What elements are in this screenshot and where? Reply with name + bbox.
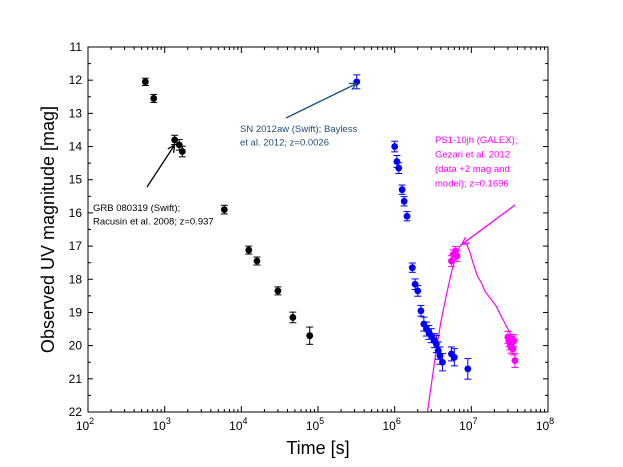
y-tick-label: 12 [69, 73, 83, 87]
data-point [414, 287, 422, 295]
annotation-text: PS1-10jh (GALEX); [435, 135, 517, 146]
series-layer [141, 74, 519, 412]
data-point [150, 95, 158, 102]
y-tick-label: 13 [69, 106, 83, 120]
series-ps1-10jh [447, 245, 519, 369]
arrow-head [167, 143, 176, 153]
data-point [253, 257, 261, 265]
annotation-arrow [285, 82, 358, 119]
data-point [245, 246, 253, 254]
y-tick-label: 19 [69, 305, 83, 319]
y-tick-label: 20 [69, 339, 83, 353]
data-point [400, 197, 408, 205]
x-tick-label: 105 [306, 416, 324, 433]
y-axis-label: Observed UV magnitude [mag] [38, 106, 58, 353]
data-point [511, 357, 519, 364]
annotations: GRB 080319 (Swift); Racusin et al. 2008; … [93, 82, 517, 246]
plot-frame [87, 46, 549, 413]
annotation-text: SN 2012aw (Swift); Bayless [240, 124, 357, 135]
x-tick-label: 103 [152, 416, 170, 433]
y-tick-label: 21 [69, 372, 83, 386]
annotation-text: Gezari et al. 2012 [435, 150, 510, 161]
annotation-arrow [461, 204, 516, 245]
x-tick-label: 108 [536, 416, 554, 433]
x-tick-label: 102 [76, 416, 94, 433]
data-point [274, 287, 282, 295]
y-tick-labels: 11 12 13 14 15 16 17 18 19 20 21 22 [69, 40, 83, 419]
data-point [178, 148, 186, 155]
arrow-head [348, 82, 359, 91]
annotation: PS1-10jh (GALEX); Gezari et al. 2012 (data… [435, 135, 517, 246]
y-tick-label: 14 [69, 140, 83, 154]
data-point [393, 158, 401, 165]
y-tick-label: 22 [69, 405, 83, 419]
annotation-text: Racusin et al. 2008; z=0.937 [93, 217, 214, 228]
annotation-arrow [146, 144, 176, 188]
data-point [450, 353, 458, 361]
model-curve [426, 242, 515, 412]
data-point [403, 212, 411, 220]
annotation-text: model); z=0.1696 [435, 179, 509, 190]
arrow-head [460, 237, 470, 246]
y-tick-label: 16 [69, 206, 83, 220]
data-point [509, 345, 517, 353]
annotation: GRB 080319 (Swift); Racusin et al. 2008; … [93, 143, 214, 228]
data-point [306, 332, 314, 340]
annotation: SN 2012aw (Swift); Bayless et al. 2012; z… [240, 82, 359, 149]
x-axis-label: Time [s] [286, 438, 349, 458]
x-tick-label: 104 [229, 416, 247, 433]
annotation-text: et al. 2012; z=0.0026 [240, 138, 329, 149]
data-point [395, 164, 403, 172]
y-tick-label: 15 [69, 173, 83, 187]
data-point [220, 206, 228, 213]
x-tick-label: 106 [382, 416, 400, 433]
data-point [141, 78, 149, 86]
data-point [417, 307, 425, 315]
series-grb-080319 [141, 77, 314, 345]
data-point [439, 358, 446, 366]
data-point [510, 337, 518, 345]
data-point [464, 365, 472, 373]
y-tick-label: 17 [69, 239, 83, 253]
data-point [408, 264, 416, 272]
y-tick-label: 11 [70, 40, 83, 54]
data-point [289, 314, 297, 321]
y-tick-label: 18 [69, 272, 83, 286]
data-point [398, 186, 406, 194]
data-point [175, 141, 183, 149]
annotation-text: (data +2 mag and [435, 164, 510, 175]
series-sn-2012aw [353, 74, 472, 380]
data-point [453, 252, 461, 260]
x-tick-label: 107 [459, 416, 477, 433]
data-point [391, 143, 399, 150]
annotation-text: GRB 080319 (Swift); [93, 203, 180, 214]
x-tick-labels: 102 103 104 105 106 107 108 [76, 416, 554, 433]
data-point [171, 136, 179, 144]
